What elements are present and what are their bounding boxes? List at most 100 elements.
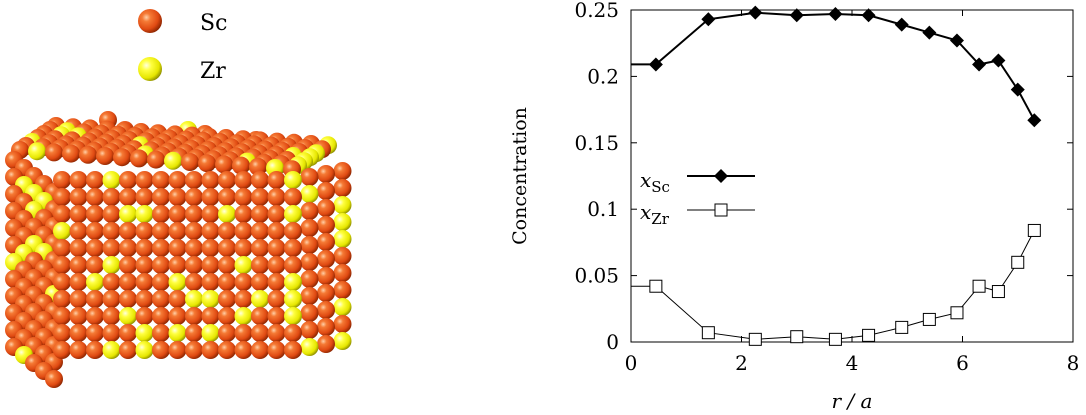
zr-atom (333, 230, 352, 248)
sc-atom (185, 222, 203, 240)
sc-atom (185, 307, 203, 325)
sc-atom (185, 273, 203, 291)
sc-atom (234, 222, 253, 240)
sc-atom (102, 222, 121, 240)
sc-legend-label: Sc (200, 11, 227, 36)
legend-sc-marker (714, 169, 728, 183)
sc-atom (267, 205, 286, 223)
sc-atom (267, 256, 286, 274)
sc-atom (300, 270, 319, 288)
chart-legend: xSc xZr (640, 168, 755, 228)
sc-atom (333, 179, 352, 197)
sc-atom (267, 171, 286, 189)
sc-atom (300, 168, 319, 186)
sc-atom (333, 315, 352, 333)
sc-atom (152, 324, 170, 342)
data-point-sc (922, 25, 937, 40)
zr-atom (234, 256, 253, 274)
zr-atom (333, 298, 352, 316)
data-point-sc (1027, 113, 1042, 128)
legend-entry-zr: xZr (640, 200, 755, 228)
sc-atom (251, 341, 269, 359)
sc-atom (218, 307, 236, 325)
sc-atom (102, 205, 121, 223)
sc-atom (86, 188, 104, 206)
zr-atom (218, 205, 236, 223)
data-point-sc (1010, 82, 1025, 97)
series-line-sc (631, 11, 1036, 121)
y-tick-label: 0.25 (574, 0, 619, 22)
zr-atom (201, 324, 220, 342)
sc-atom (218, 256, 236, 274)
legend-zr-main: x (640, 200, 651, 224)
sc-atom (251, 273, 269, 291)
sc-atom (135, 222, 154, 240)
sc-atom (185, 256, 203, 274)
data-point-sc (991, 53, 1006, 68)
zr-atom (284, 171, 302, 189)
sc-atom (69, 205, 88, 223)
sc-atom (267, 239, 286, 257)
sc-atom (234, 290, 253, 308)
sc-atom (69, 307, 88, 325)
zr-atom-icon (138, 57, 162, 81)
sc-atom (215, 155, 233, 174)
data-point-zr (649, 279, 663, 293)
sc-atom (45, 143, 63, 162)
sc-atom (69, 290, 88, 308)
sc-atom (251, 222, 269, 240)
sc-atom (119, 188, 137, 206)
sc-atom (300, 287, 319, 305)
legend-sc-label: xSc (640, 168, 670, 196)
sc-atom (267, 188, 286, 206)
sc-atom (251, 324, 269, 342)
sc-atom (86, 256, 104, 274)
sc-atom (86, 307, 104, 325)
sc-atom (232, 156, 250, 175)
sc-atom (218, 171, 236, 189)
sc-atom (234, 171, 253, 189)
y-tick-labels: 0 0.05 0.1 0.15 0.2 0.25 (574, 0, 619, 354)
sc-atom (267, 273, 286, 291)
sc-atom (284, 188, 302, 206)
concentration-chart: 0 2 4 6 8 0 0.05 0.1 0.15 0.2 0.25 r / a Concentr… (509, 0, 1079, 413)
sc-atom (267, 222, 286, 240)
sc-atom (135, 239, 154, 257)
sc-atom (152, 341, 170, 359)
sc-atom (69, 222, 88, 240)
sc-atom (185, 324, 203, 342)
sc-atom (168, 290, 187, 308)
data-point-zr (972, 279, 986, 293)
sc-atom (86, 290, 104, 308)
sc-atom (201, 273, 220, 291)
sc-atom (267, 290, 286, 308)
data-point-zr (748, 332, 762, 346)
sc-atom (218, 290, 236, 308)
zr-atom (300, 185, 319, 203)
sc-atom (284, 324, 302, 342)
sc-atom (152, 205, 170, 223)
legend-sc-main: x (640, 168, 651, 192)
sc-atom (300, 236, 319, 254)
zr-atom (28, 142, 46, 161)
zr-atom (168, 324, 187, 342)
sc-atom (102, 273, 121, 291)
data-point-zr (701, 326, 715, 340)
sc-atom (53, 239, 71, 257)
sc-atom (152, 239, 170, 257)
sc-atom (317, 233, 335, 251)
zr-atom (119, 307, 137, 325)
sc-atom (135, 171, 154, 189)
x-tick-label: 0 (625, 351, 638, 375)
data-point-sc (648, 57, 663, 72)
sc-atom (86, 205, 104, 223)
sc-atom (135, 290, 154, 308)
data-point-zr (922, 312, 936, 326)
sc-atom (168, 188, 187, 206)
x-axis-label: r / a (832, 389, 873, 413)
zr-atom (168, 273, 187, 291)
data-point-sc (949, 33, 964, 48)
sc-atom (53, 171, 71, 189)
sc-atom (168, 222, 187, 240)
